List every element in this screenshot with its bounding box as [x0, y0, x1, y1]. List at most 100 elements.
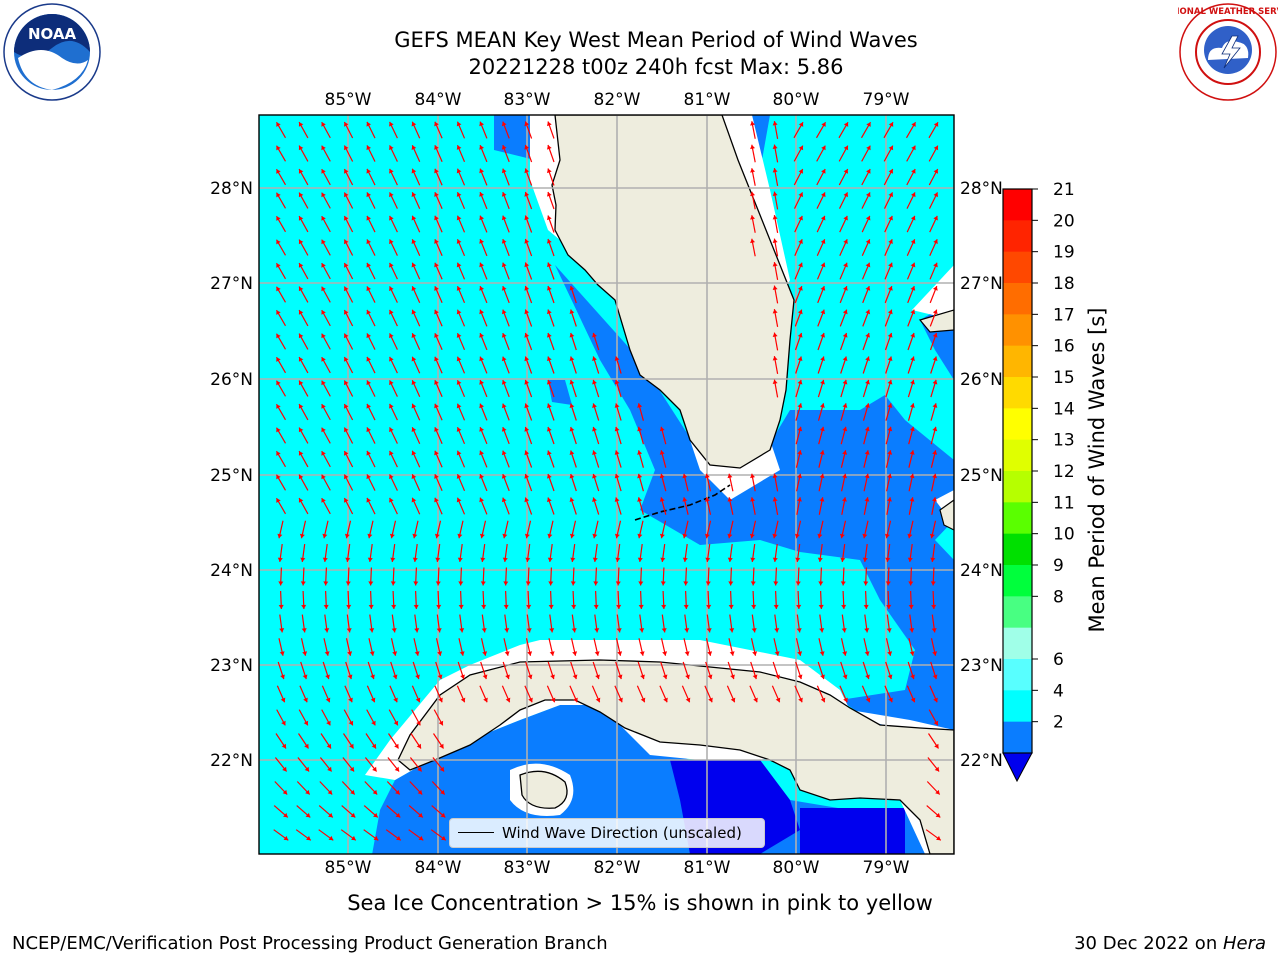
wind-arrow-head [843, 286, 848, 291]
wind-arrow-head [842, 333, 848, 338]
colorbar-segment [1003, 471, 1032, 503]
wind-arrow-head [276, 286, 281, 292]
wind-arrow-head [637, 497, 643, 502]
wind-arrow-head [821, 145, 826, 151]
wind-arrow-head [547, 380, 552, 385]
wind-arrow-head [820, 697, 826, 703]
wind-arrow-head [348, 697, 353, 703]
wind-arrow-head [772, 262, 778, 267]
wind-arrow-head [798, 169, 803, 174]
wind-arrow-head [321, 498, 326, 503]
wind-arrow-head [276, 169, 281, 174]
axis-labels: 85°W 84°W 83°W 82°W 81°W 80°W 79°W 85°W … [210, 90, 1003, 878]
wind-arrow-head [456, 286, 462, 291]
wind-arrow-head [752, 651, 758, 656]
noaa-logo: NOAA [2, 2, 102, 102]
wind-arrow-head [933, 239, 938, 244]
wind-arrow-head [661, 628, 667, 633]
wind-arrow-head [772, 144, 778, 149]
wind-arrow-head [456, 145, 462, 150]
colorbar-tick-label: 12 [1053, 462, 1075, 482]
wind-arrow-head [456, 333, 462, 338]
wind-arrow-head [865, 333, 870, 338]
wind-arrow-head [728, 581, 734, 586]
wind-arrow-head [418, 835, 424, 841]
wind-arrow-head [389, 145, 394, 151]
wind-arrow-head [910, 286, 916, 291]
lat-label-right: 27°N [960, 274, 1003, 294]
wind-arrow-head [910, 674, 915, 680]
wind-arrow-head [344, 533, 350, 539]
wind-arrow-head [278, 604, 284, 609]
wind-arrow-head [438, 697, 443, 703]
sea-ice-note: Sea Ice Concentration > 15% is shown in … [347, 891, 933, 915]
wind-arrow-head [885, 557, 891, 562]
wind-arrow-head [390, 581, 396, 586]
nws-logo: NATIONAL WEATHER SERVICE [1158, 2, 1280, 102]
wind-arrow-head [483, 697, 488, 703]
colorbar: 21 20 19 18 17 16 15 14 13 12 11 10 9 8 6 4 2 [1002, 180, 1075, 783]
wind-arrow-head [592, 426, 597, 432]
wind-arrow-head [501, 474, 507, 479]
wind-arrow-head [501, 309, 507, 315]
wind-arrow-head [417, 789, 423, 795]
wind-arrow-head [932, 333, 938, 338]
wind-arrow-head [933, 262, 938, 268]
wind-arrow-head [798, 262, 803, 268]
wind-arrow-head [616, 604, 622, 609]
wind-arrow-head [459, 651, 465, 656]
wind-arrow-head [434, 403, 439, 409]
wind-arrow-head [298, 380, 304, 386]
wind-arrow-head [843, 239, 848, 244]
wind-arrow-head [772, 557, 778, 562]
wind-arrow-head [391, 604, 397, 609]
wind-arrow-head [301, 628, 307, 633]
wind-arrow-head [305, 812, 311, 818]
wind-arrow-head [321, 404, 326, 409]
wind-arrow-head [482, 674, 488, 680]
wind-arrow-head [283, 812, 288, 818]
wind-arrow-head [389, 497, 394, 503]
wind-arrow-head [706, 628, 712, 633]
wind-arrow-head [504, 651, 510, 656]
wind-arrow-head [819, 426, 825, 432]
wind-arrow-head [569, 450, 575, 455]
wind-arrow-head [440, 789, 445, 795]
wind-arrow-head [614, 379, 620, 385]
wind-arrow-head [323, 604, 329, 609]
wind-arrow-head [797, 426, 803, 432]
lon-label-bottom: 82°W [594, 858, 641, 878]
wind-arrow-head [344, 286, 349, 292]
wind-arrow-head [321, 474, 326, 480]
wind-arrow-head [862, 557, 868, 562]
wind-arrow-head [639, 651, 645, 656]
wind-arrow-head [682, 497, 688, 502]
wind-arrow-head [434, 239, 439, 244]
wind-arrow-head [931, 628, 937, 633]
wind-arrow-head [411, 427, 417, 432]
wind-arrow-head [366, 145, 371, 151]
wind-arrow-head [547, 403, 552, 409]
wind-arrow-head [750, 473, 755, 479]
wind-arrow-head [569, 403, 575, 408]
wind-arrow-head [276, 216, 281, 221]
chart-subtitle: 20221228 t00z 240h fcst Max: 5.86 [468, 55, 844, 79]
wind-arrow-head [569, 427, 575, 432]
wind-arrow-head [389, 215, 394, 221]
wind-arrow-head [798, 697, 803, 703]
lon-label-bottom: 79°W [863, 858, 910, 878]
wind-arrow-head [344, 357, 349, 362]
colorbar-label: Mean Period of Wind Waves [s] [1085, 307, 1109, 633]
wind-arrow-head [772, 215, 778, 220]
wind-arrow-head [276, 263, 281, 268]
wind-arrow-head [887, 473, 892, 479]
wind-arrow-head [524, 333, 530, 338]
wind-arrow-head [820, 403, 825, 408]
wind-arrow-head [504, 628, 510, 633]
wind-arrow-head [391, 628, 397, 633]
wind-arrow-head [411, 145, 417, 150]
wind-arrow-head [389, 121, 394, 127]
wind-arrow-head [614, 356, 620, 361]
wind-arrow-head [640, 697, 646, 703]
wind-arrow-head [842, 450, 848, 455]
